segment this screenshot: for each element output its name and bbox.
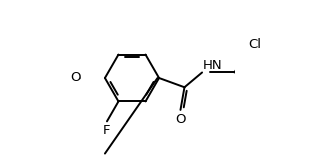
Text: F: F [103,124,111,137]
Text: HN: HN [203,59,222,72]
Text: Cl: Cl [248,38,261,51]
Text: O: O [175,113,186,126]
Text: O: O [71,71,81,85]
